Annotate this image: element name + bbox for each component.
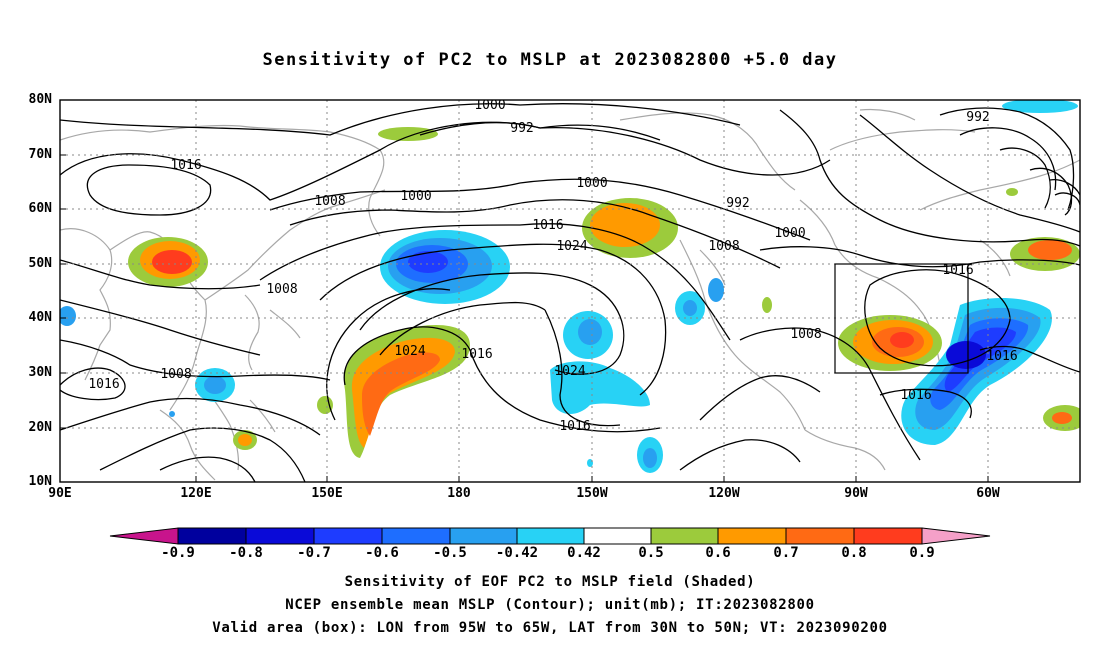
colorbar-label: 0.42 xyxy=(567,545,601,561)
colorbar-box xyxy=(785,527,855,545)
lon-label: 150W xyxy=(576,486,608,501)
contour-label: 1016 xyxy=(559,419,590,434)
lat-label: 50N xyxy=(28,256,52,271)
lon-label: 150E xyxy=(311,486,343,501)
grid xyxy=(60,100,1080,482)
colorbar-label: 0.9 xyxy=(909,545,935,561)
contour-label: 1024 xyxy=(554,364,585,379)
contour-label: 992 xyxy=(966,110,989,125)
contour-label: 1000 xyxy=(576,176,607,191)
contour-label: 1000 xyxy=(774,226,805,241)
lat-label: 20N xyxy=(28,420,52,435)
lat-label: 70N xyxy=(28,147,52,162)
colorbar-box xyxy=(650,527,719,545)
lat-label: 80N xyxy=(28,92,52,107)
contour-label: 1008 xyxy=(266,282,297,297)
colorbar-box xyxy=(177,527,247,545)
page-title: Sensitivity of PC2 to MSLP at 2023082800… xyxy=(262,50,838,70)
colorbar-label: 0.6 xyxy=(705,545,731,561)
colorbar-box xyxy=(313,527,383,545)
contour-label: 1000 xyxy=(474,98,505,113)
contour-label: 992 xyxy=(726,196,749,211)
lon-label: 120E xyxy=(180,486,212,501)
lat-label: 40N xyxy=(28,310,52,325)
contour-labels: 1000 992 1016 1008 1000 1000 992 992 101… xyxy=(88,98,1017,434)
contour-label: 992 xyxy=(510,121,533,136)
colorbar-label: -0.42 xyxy=(495,545,539,561)
colorbar-box xyxy=(717,527,787,545)
contour-label: 1024 xyxy=(394,344,425,359)
contour-label: 1016 xyxy=(942,263,973,278)
lat-label: 10N xyxy=(28,474,52,489)
sensitivity-shading xyxy=(60,100,1080,473)
contour-label: 1016 xyxy=(461,347,492,362)
caption-line-1: Sensitivity of EOF PC2 to MSLP field (Sh… xyxy=(344,574,756,590)
mslp-contours xyxy=(60,103,1080,482)
colorbar-box xyxy=(381,527,451,545)
colorbar-label: -0.5 xyxy=(433,545,467,561)
colorbar-box xyxy=(853,527,923,545)
colorbar-label: -0.6 xyxy=(365,545,399,561)
contour-label: 1016 xyxy=(88,377,119,392)
lon-label: 90W xyxy=(844,486,868,501)
contour-label: 1016 xyxy=(170,158,201,173)
coastlines xyxy=(60,108,1080,481)
axis-ticks xyxy=(60,99,989,482)
colorbar-box xyxy=(583,527,652,545)
lon-label: 120W xyxy=(708,486,740,501)
colorbar-label: 0.5 xyxy=(638,545,664,561)
contour-label: 1024 xyxy=(556,239,587,254)
lat-label: 60N xyxy=(28,201,52,216)
lon-label: 90E xyxy=(48,486,72,501)
contour-label: 1016 xyxy=(532,218,563,233)
colorbar-low-arrow xyxy=(109,527,179,545)
lon-label: 60W xyxy=(976,486,1000,501)
contour-label: 1008 xyxy=(708,239,739,254)
contour-label: 1008 xyxy=(314,194,345,209)
contour-label: 1008 xyxy=(790,327,821,342)
contour-label: 1000 xyxy=(400,189,431,204)
colorbar-label: -0.9 xyxy=(161,545,195,561)
colorbar xyxy=(109,527,991,545)
map-frame xyxy=(59,99,1081,483)
colorbar-box xyxy=(516,527,585,545)
colorbar-high-arrow xyxy=(921,527,991,545)
lat-label: 30N xyxy=(28,365,52,380)
colorbar-box xyxy=(245,527,315,545)
colorbar-box xyxy=(449,527,518,545)
colorbar-label: 0.7 xyxy=(773,545,799,561)
contour-label: 1008 xyxy=(160,367,191,382)
valid-area-box xyxy=(834,263,969,374)
contour-label: 1016 xyxy=(900,388,931,403)
colorbar-label: 0.8 xyxy=(841,545,867,561)
colorbar-label: -0.7 xyxy=(297,545,331,561)
lon-label: 180 xyxy=(447,486,471,501)
caption-line-2: NCEP ensemble mean MSLP (Contour); unit(… xyxy=(285,597,815,613)
colorbar-label: -0.8 xyxy=(229,545,263,561)
contour-label: 1016 xyxy=(986,349,1017,364)
caption-line-3: Valid area (box): LON from 95W to 65W, L… xyxy=(212,620,888,636)
